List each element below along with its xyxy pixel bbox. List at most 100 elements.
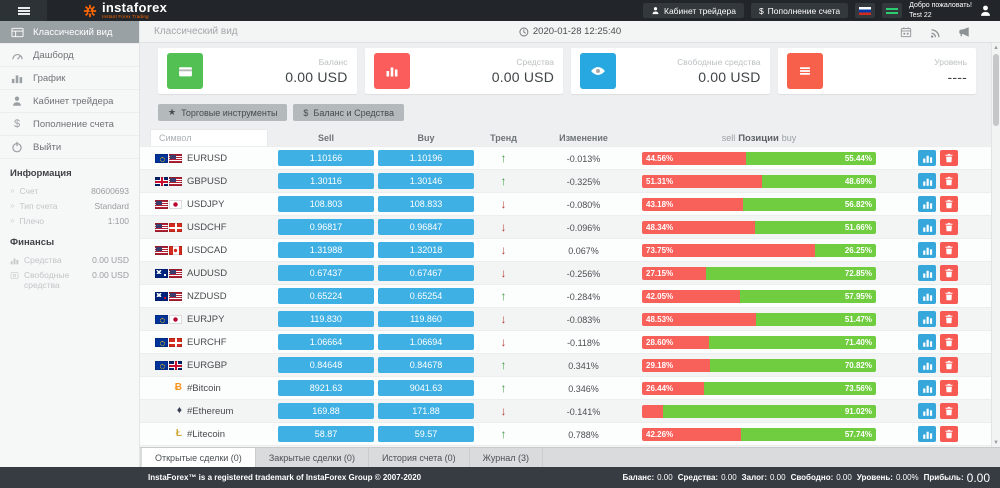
buy-button[interactable]: 59.57 bbox=[378, 426, 474, 442]
open-chart-button[interactable] bbox=[918, 311, 936, 327]
buy-button[interactable]: 1.10196 bbox=[378, 150, 474, 166]
scroll-down-arrow-icon[interactable]: ▼ bbox=[993, 439, 999, 446]
sell-button[interactable]: 108.803 bbox=[278, 196, 374, 212]
language-russian-button[interactable] bbox=[855, 3, 876, 18]
open-chart-button[interactable] bbox=[918, 242, 936, 258]
scroll-up-arrow-icon[interactable]: ▲ bbox=[993, 44, 999, 51]
sell-button[interactable]: 0.67437 bbox=[278, 265, 374, 281]
open-chart-button[interactable] bbox=[918, 403, 936, 419]
finance-label: Свободные средства bbox=[24, 270, 70, 290]
open-chart-button[interactable] bbox=[918, 380, 936, 396]
footer-stat: Уровень: 0.00% bbox=[857, 473, 919, 482]
open-chart-button[interactable] bbox=[918, 219, 936, 235]
vertical-scrollbar[interactable]: ▲ ▼ bbox=[991, 43, 1000, 447]
delete-symbol-button[interactable] bbox=[940, 265, 958, 281]
delete-symbol-button[interactable] bbox=[940, 150, 958, 166]
sell-button[interactable]: 0.84648 bbox=[278, 357, 374, 373]
delete-symbol-button[interactable] bbox=[940, 196, 958, 212]
open-chart-button[interactable] bbox=[918, 150, 936, 166]
sell-button[interactable]: 1.31988 bbox=[278, 242, 374, 258]
buy-button[interactable]: 119.860 bbox=[378, 311, 474, 327]
sell-button[interactable]: 1.06664 bbox=[278, 334, 374, 350]
megaphone-icon[interactable] bbox=[958, 26, 970, 38]
sell-button[interactable]: 58.87 bbox=[278, 426, 374, 442]
brand-logo: instaforex Instant Forex Trading bbox=[83, 1, 167, 20]
chevrons-icon: » bbox=[10, 186, 15, 195]
sell-button[interactable]: 8921.63 bbox=[278, 380, 374, 396]
symbol-label: #Bitcoin bbox=[187, 382, 221, 394]
sell-button[interactable]: 1.30116 bbox=[278, 173, 374, 189]
trend-arrow: ↓ bbox=[500, 266, 507, 280]
trading-instruments-button[interactable]: ★ Торговые инструменты bbox=[158, 104, 288, 121]
delete-symbol-button[interactable] bbox=[940, 380, 958, 396]
buy-button[interactable]: 1.06694 bbox=[378, 334, 474, 350]
sidebar-item-dashboard[interactable]: Дашборд bbox=[0, 44, 139, 67]
sell-button[interactable]: 169.88 bbox=[278, 403, 374, 419]
positions-sell-bar: 28.60% bbox=[642, 335, 709, 349]
open-chart-button[interactable] bbox=[918, 196, 936, 212]
language-alt-button[interactable] bbox=[882, 3, 903, 18]
sidebar-item-classic-view[interactable]: Классический вид bbox=[0, 21, 139, 44]
delete-symbol-button[interactable] bbox=[940, 219, 958, 235]
trader-cabinet-button[interactable]: Кабинет трейдера bbox=[643, 3, 744, 18]
symbol-label: EURJPY bbox=[187, 313, 225, 325]
sell-button[interactable]: 0.65224 bbox=[278, 288, 374, 304]
crypto-litecoin-icon: Ł bbox=[175, 428, 182, 439]
tab-3[interactable]: Журнал (3) bbox=[470, 448, 544, 467]
positions-bar: 42.26% 57.74% bbox=[642, 427, 876, 441]
delete-symbol-button[interactable] bbox=[940, 173, 958, 189]
calendar-icon[interactable] bbox=[900, 26, 912, 38]
level-card: Уровень ---- bbox=[777, 48, 976, 94]
positions-bar: 48.34% 51.66% bbox=[642, 220, 876, 234]
delete-symbol-button[interactable] bbox=[940, 311, 958, 327]
symbol-cell: EURGBP bbox=[150, 360, 276, 371]
buy-button[interactable]: 0.84678 bbox=[378, 357, 474, 373]
buy-button[interactable]: 9041.63 bbox=[378, 380, 474, 396]
buy-button[interactable]: 171.88 bbox=[378, 403, 474, 419]
footer-stat-value: 0.00 bbox=[657, 473, 673, 482]
card-value: 0.00 USD bbox=[285, 69, 348, 85]
deposit-button[interactable]: $ Пополнение счета bbox=[750, 3, 849, 18]
sidebar-item-chart[interactable]: График bbox=[0, 67, 139, 90]
symbol-icons: Ł bbox=[150, 429, 182, 439]
scrollbar-thumb[interactable] bbox=[993, 54, 999, 126]
symbol-label: EURUSD bbox=[187, 152, 228, 164]
buy-button[interactable]: 1.32018 bbox=[378, 242, 474, 258]
tab-2[interactable]: История счета (0) bbox=[369, 448, 470, 467]
open-chart-button[interactable] bbox=[918, 173, 936, 189]
dashboard-icon bbox=[10, 49, 24, 62]
buy-button[interactable]: 108.833 bbox=[378, 196, 474, 212]
delete-symbol-button[interactable] bbox=[940, 288, 958, 304]
sidebar-item-deposit[interactable]: $ Пополнение счета bbox=[0, 113, 139, 136]
info-section-title: Информация bbox=[10, 168, 72, 179]
rss-icon[interactable] bbox=[929, 26, 941, 38]
delete-symbol-button[interactable] bbox=[940, 357, 958, 373]
buy-button[interactable]: 0.96847 bbox=[378, 219, 474, 235]
sidebar-item-logout[interactable]: Выйти bbox=[0, 136, 139, 159]
delete-symbol-button[interactable] bbox=[940, 403, 958, 419]
delete-symbol-button[interactable] bbox=[940, 334, 958, 350]
brand-gear-icon bbox=[83, 4, 97, 18]
sell-button[interactable]: 119.830 bbox=[278, 311, 374, 327]
open-chart-button[interactable] bbox=[918, 265, 936, 281]
hamburger-menu-button[interactable] bbox=[0, 0, 47, 21]
positions-buy-bar: 73.56% bbox=[703, 381, 876, 395]
sell-button[interactable]: 1.10166 bbox=[278, 150, 374, 166]
symbol-search-input[interactable] bbox=[150, 129, 268, 147]
open-chart-button[interactable] bbox=[918, 334, 936, 350]
open-chart-button[interactable] bbox=[918, 357, 936, 373]
open-chart-button[interactable] bbox=[918, 426, 936, 442]
buy-button[interactable]: 0.67467 bbox=[378, 265, 474, 281]
delete-symbol-button[interactable] bbox=[940, 242, 958, 258]
balance-funds-button[interactable]: $ Баланс и Средства bbox=[293, 104, 404, 121]
buy-button[interactable]: 0.65254 bbox=[378, 288, 474, 304]
buy-button[interactable]: 1.30146 bbox=[378, 173, 474, 189]
info-value: Standard bbox=[94, 201, 130, 211]
user-avatar-icon[interactable] bbox=[979, 4, 992, 17]
open-chart-button[interactable] bbox=[918, 288, 936, 304]
sell-button[interactable]: 0.96817 bbox=[278, 219, 374, 235]
sidebar-item-trader-cabinet[interactable]: Кабинет трейдера bbox=[0, 90, 139, 113]
tab-0[interactable]: Открытые сделки (0) bbox=[142, 448, 256, 467]
tab-1[interactable]: Закрытые сделки (0) bbox=[256, 448, 369, 467]
delete-symbol-button[interactable] bbox=[940, 426, 958, 442]
